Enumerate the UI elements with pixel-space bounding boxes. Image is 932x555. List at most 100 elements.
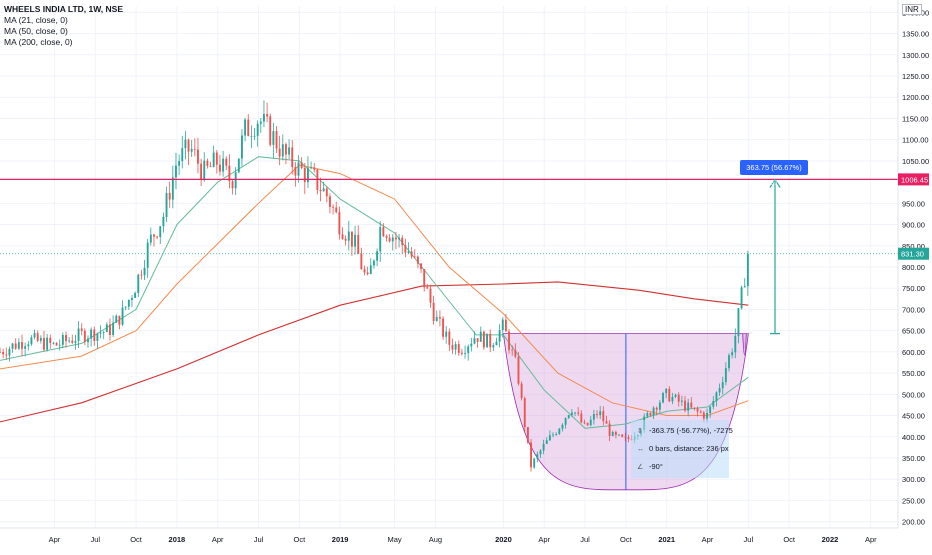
candle-body <box>215 152 218 165</box>
candle-body <box>511 349 514 351</box>
candle-body <box>222 158 225 172</box>
ma200-legend[interactable]: MA (200, close, 0) <box>4 37 73 47</box>
candle-body <box>281 144 284 157</box>
candle <box>674 393 677 399</box>
candle-body <box>33 333 36 338</box>
candle <box>328 193 331 214</box>
candle <box>523 396 526 433</box>
candle <box>539 449 542 458</box>
candle-body <box>570 412 573 416</box>
candle-body <box>68 340 71 342</box>
candle <box>228 154 231 189</box>
candle <box>153 233 155 247</box>
candle <box>8 346 11 362</box>
candle <box>743 278 746 288</box>
candle <box>316 168 319 195</box>
candle <box>737 308 740 344</box>
candle <box>175 152 177 190</box>
candle-body <box>457 344 460 353</box>
candle-body <box>489 333 492 348</box>
candle-body <box>187 139 190 152</box>
candle <box>71 334 74 344</box>
candle-body <box>112 322 115 335</box>
candle <box>482 330 485 350</box>
candle <box>545 437 548 445</box>
candle-body <box>146 242 149 268</box>
candle <box>746 250 749 296</box>
candle-body <box>388 237 391 242</box>
candle <box>517 352 520 386</box>
candle <box>712 396 715 410</box>
candle <box>542 439 545 455</box>
candle-body <box>674 394 677 397</box>
candle-body <box>608 423 611 436</box>
candle-body <box>486 333 488 348</box>
ma21-legend[interactable]: MA (21, close, 0) <box>4 15 68 25</box>
x-tick-label: Apr <box>49 535 61 544</box>
candle-body <box>212 152 215 167</box>
candle-body <box>746 253 749 287</box>
candle-body <box>297 162 300 176</box>
candle-body <box>614 431 617 435</box>
y-tick-label: 850.00 <box>902 242 925 251</box>
candle-body <box>225 158 228 166</box>
symbol-title[interactable]: WHEELS INDIA LTD, 1W, NSE <box>4 4 124 14</box>
candle-body <box>105 324 108 332</box>
candle <box>115 314 118 323</box>
target-callout: 363.75 (56.67%) 7275 <box>740 160 808 187</box>
y-tick-label: 250.00 <box>902 496 925 505</box>
candle-body <box>184 139 187 149</box>
candle <box>561 423 564 432</box>
candle <box>501 317 504 338</box>
candle-body <box>360 253 363 270</box>
candle-body <box>464 353 466 354</box>
candle <box>464 345 466 359</box>
candle <box>391 234 394 251</box>
candle-body <box>36 333 39 341</box>
candle <box>680 395 683 406</box>
candle <box>423 269 426 292</box>
candle-body <box>263 114 265 122</box>
candle <box>259 118 262 133</box>
candle <box>168 181 171 208</box>
candle <box>43 330 45 352</box>
candle <box>470 337 473 352</box>
ma50-line <box>0 164 749 416</box>
cup-handle <box>742 333 747 356</box>
candle-body <box>413 256 416 258</box>
candle-body <box>159 226 162 238</box>
candle-body <box>712 401 715 407</box>
currency-label[interactable]: INR <box>902 4 922 15</box>
candle-body <box>508 331 510 350</box>
candle-body <box>58 344 61 346</box>
candle <box>602 406 605 426</box>
candle-body <box>655 407 658 410</box>
candle-body <box>24 346 27 349</box>
candle-body <box>341 234 344 239</box>
candle-body <box>300 162 303 168</box>
x-tick-label: Jul <box>744 535 754 544</box>
candle-body <box>583 422 586 424</box>
candle <box>608 420 611 442</box>
candle <box>266 102 269 123</box>
candle-body <box>0 351 1 353</box>
candle-body <box>71 340 74 343</box>
candle <box>55 342 58 346</box>
candle <box>728 353 730 372</box>
candle <box>442 316 445 340</box>
chart-legend: WHEELS INDIA LTD, 1W, NSE MA (21, close,… <box>4 4 123 48</box>
price-range-icon: ⇕ <box>637 428 643 435</box>
ma50-legend[interactable]: MA (50, close, 0) <box>4 26 68 36</box>
candle <box>131 295 133 308</box>
candle-body <box>344 238 347 241</box>
candle <box>376 248 379 267</box>
candle-body <box>621 434 624 437</box>
candle <box>149 227 152 246</box>
candle-body <box>602 411 605 422</box>
candle <box>454 341 457 355</box>
candle-body <box>253 135 256 137</box>
candle-body <box>627 437 630 439</box>
candle <box>313 162 316 173</box>
